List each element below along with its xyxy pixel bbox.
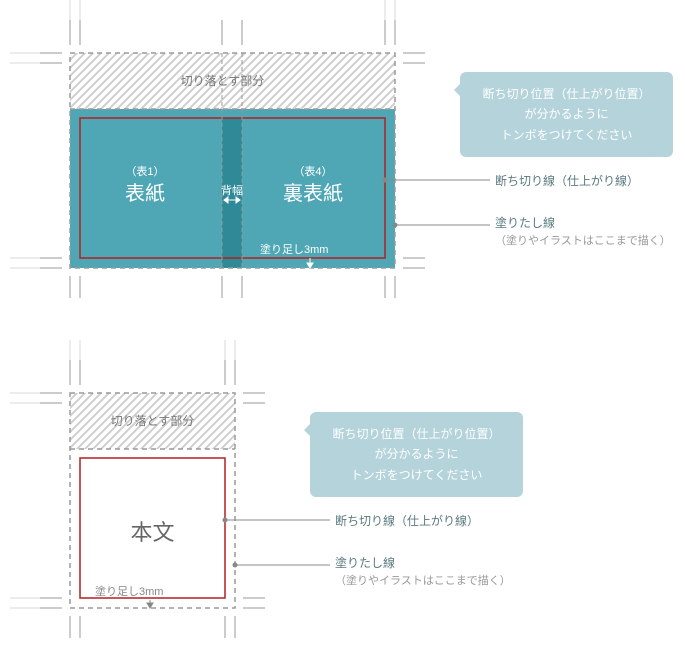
top-back-block: （表4） 裏表紙 <box>248 165 378 208</box>
top-back-tag: （表4） <box>248 165 378 180</box>
top-back-title: 裏表紙 <box>248 180 378 208</box>
top-callout-text: 断ち切り位置（仕上がり位置） が分かるように トンボをつけてください <box>482 87 650 142</box>
bot-callout: 断ち切り位置（仕上がり位置） が分かるように トンボをつけてください <box>310 412 523 497</box>
bot-title: 本文 <box>80 515 225 547</box>
bot-crop-label: 切り落とす部分 <box>70 412 235 429</box>
top-anno-bleed-s: （塗りやイラストはここまで描く） <box>495 232 671 248</box>
bot-anno-bleed-s: （塗りやイラストはここまで描く） <box>335 572 511 588</box>
top-front-block: （表1） 表紙 <box>80 165 210 208</box>
bot-anno-trim: 断ち切り線（仕上がり線） <box>335 512 479 529</box>
top-callout: 断ち切り位置（仕上がり位置） が分かるように トンボをつけてください <box>460 72 673 157</box>
top-spine-label: 背幅 <box>212 182 252 198</box>
top-front-title: 表紙 <box>80 180 210 208</box>
diagram-canvas: 切り落とす部分 （表1） 表紙 背幅 （表4） 裏表紙 塗り足し3mm 断ち切り… <box>0 0 685 652</box>
top-anno-bleed-t: 塗りたし線 <box>495 214 555 231</box>
top-figure <box>10 0 430 300</box>
bot-bleed-label: 塗り足し3mm <box>95 583 163 599</box>
bot-callout-text: 断ち切り位置（仕上がり位置） が分かるように トンボをつけてください <box>332 427 500 482</box>
bot-anno-bleed-t: 塗りたし線 <box>335 554 395 571</box>
bot-leader-ext <box>270 510 330 590</box>
top-anno-trim: 断ち切り線（仕上がり線） <box>495 172 639 189</box>
top-leader-ext <box>430 170 490 250</box>
top-bleed-label: 塗り足し3mm <box>260 241 328 257</box>
top-front-tag: （表1） <box>80 165 210 180</box>
top-crop-label: 切り落とす部分 <box>70 72 375 89</box>
